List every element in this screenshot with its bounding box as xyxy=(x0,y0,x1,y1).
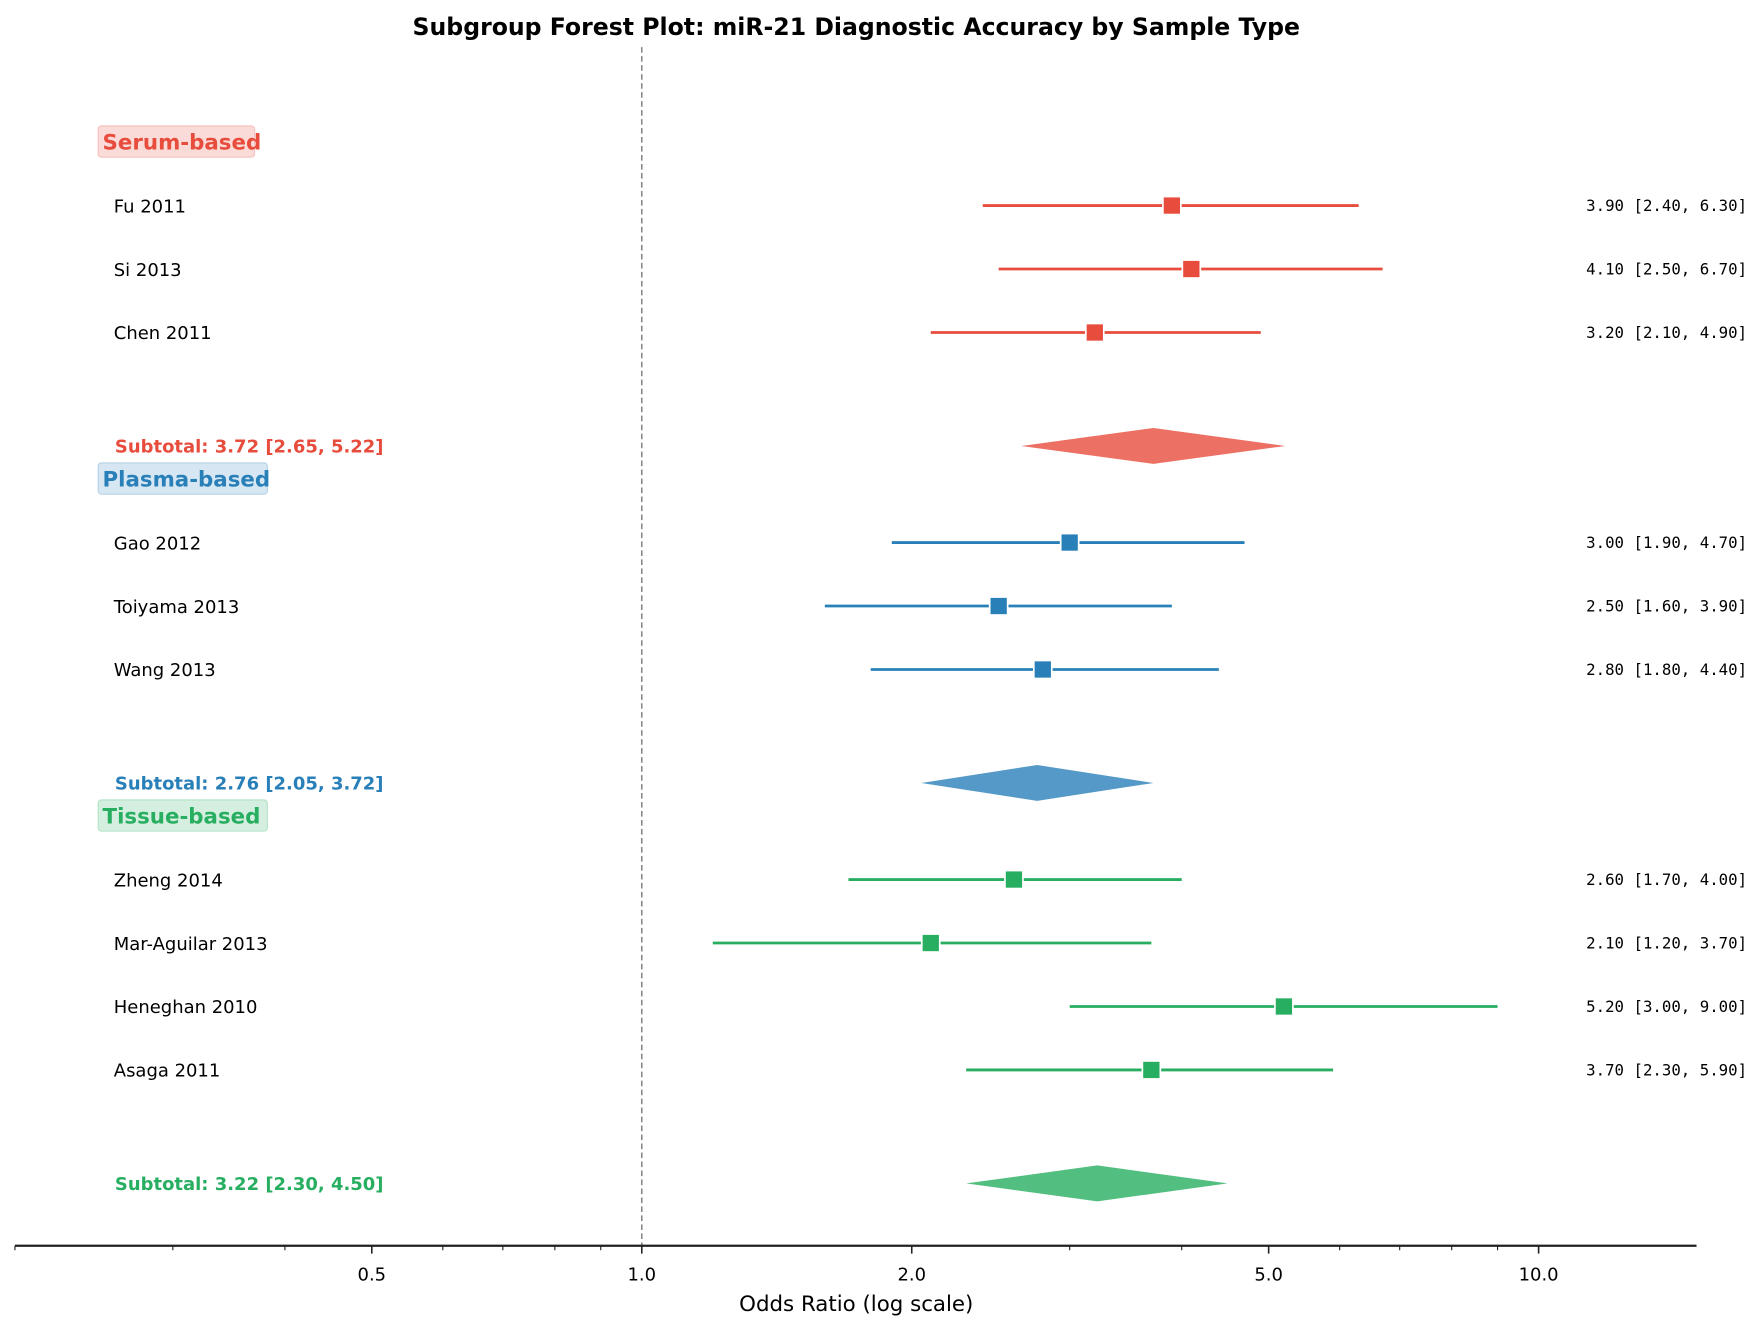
x-tick-label: 1.0 xyxy=(627,1265,656,1286)
x-tick-label: 10.0 xyxy=(1519,1265,1559,1286)
study-row: Heneghan 2010 5.20 [3.00, 9.00] xyxy=(114,996,1747,1018)
group-plasma-based: Plasma-based Gao 2012 3.00 [1.90, 4.70] Toi… xyxy=(97,462,1747,801)
study-label: Gao 2012 xyxy=(114,533,201,554)
effect-size-text: 3.70 [2.30, 5.90] xyxy=(1586,1061,1747,1080)
effect-size-text: 2.10 [1.20, 3.70] xyxy=(1586,934,1747,953)
study-row: Toiyama 2013 2.50 [1.60, 3.90] xyxy=(113,596,1747,618)
x-axis-label: Odds Ratio (log scale) xyxy=(739,1292,973,1317)
group-serum-based: Serum-based Fu 2011 3.90 [2.40, 6.30] Si 20… xyxy=(97,125,1747,464)
study-label: Mar-Aguilar 2013 xyxy=(114,934,268,955)
effect-size-text: 2.80 [1.80, 4.40] xyxy=(1586,660,1747,679)
x-tick-label: 5.0 xyxy=(1254,1265,1283,1286)
group-header-box xyxy=(97,799,269,832)
study-label: Heneghan 2010 xyxy=(114,997,258,1018)
study-row: Chen 2011 3.20 [2.10, 4.90] xyxy=(114,322,1747,344)
study-row: Asaga 2011 3.70 [2.30, 5.90] xyxy=(114,1060,1747,1082)
effect-size-text: 3.00 [1.90, 4.70] xyxy=(1586,533,1747,552)
point-estimate-marker xyxy=(1059,532,1080,553)
study-row: Si 2013 4.10 [2.50, 6.70] xyxy=(114,259,1747,281)
study-label: Wang 2013 xyxy=(114,660,216,681)
point-estimate-marker xyxy=(1162,195,1182,216)
point-estimate-marker xyxy=(1032,659,1053,680)
chart-title: Subgroup Forest Plot: miR-21 Diagnostic … xyxy=(413,13,1300,41)
subtotal-label: Subtotal: 3.22 [2.30, 4.50] xyxy=(115,1174,384,1195)
subtotal-label: Subtotal: 2.76 [2.05, 3.72] xyxy=(115,774,384,795)
point-estimate-marker xyxy=(1004,869,1024,890)
subtotal-diamond xyxy=(966,1165,1228,1202)
point-estimate-marker xyxy=(920,933,941,953)
study-row: Gao 2012 3.00 [1.90, 4.70] xyxy=(114,532,1747,554)
point-estimate-marker xyxy=(1274,996,1294,1017)
group-header: Serum-based xyxy=(103,130,262,155)
study-row: Mar-Aguilar 2013 2.10 [1.20, 3.70] xyxy=(114,933,1747,955)
effect-size-text: 3.20 [2.10, 4.90] xyxy=(1586,323,1747,342)
effect-size-text: 2.60 [1.70, 4.00] xyxy=(1586,870,1747,889)
study-label: Zheng 2014 xyxy=(114,870,223,891)
group-header-box xyxy=(97,462,269,495)
effect-size-text: 5.20 [3.00, 9.00] xyxy=(1586,997,1747,1016)
x-tick-label: 0.5 xyxy=(358,1265,387,1286)
subtotal-label: Subtotal: 3.72 [2.65, 5.22] xyxy=(115,437,384,458)
study-row: Zheng 2014 2.60 [1.70, 4.00] xyxy=(114,869,1747,891)
study-row: Wang 2013 2.80 [1.80, 4.40] xyxy=(114,659,1747,681)
study-label: Toiyama 2013 xyxy=(113,597,240,618)
effect-size-text: 3.90 [2.40, 6.30] xyxy=(1586,196,1747,215)
study-label: Fu 2011 xyxy=(114,196,186,217)
x-axis: 0.5 1.0 2.0 5.0 10.0 xyxy=(14,1244,1697,1286)
group-header-box xyxy=(97,125,256,158)
group-header: Plasma-based xyxy=(103,467,271,492)
subtotal-diamond xyxy=(921,764,1154,801)
subtotal-diamond xyxy=(1021,427,1286,464)
x-tick-label: 2.0 xyxy=(897,1265,926,1286)
study-label: Si 2013 xyxy=(114,260,182,281)
point-estimate-marker xyxy=(1181,259,1202,279)
study-label: Asaga 2011 xyxy=(114,1061,221,1082)
point-estimate-marker xyxy=(988,596,1009,616)
group-header: Tissue-based xyxy=(103,804,261,829)
effect-size-text: 4.10 [2.50, 6.70] xyxy=(1586,260,1747,279)
study-label: Chen 2011 xyxy=(114,323,212,344)
point-estimate-marker xyxy=(1141,1060,1162,1080)
point-estimate-marker xyxy=(1084,322,1105,343)
effect-size-text: 2.50 [1.60, 3.90] xyxy=(1586,597,1747,616)
study-row: Fu 2011 3.90 [2.40, 6.30] xyxy=(114,195,1747,217)
group-tissue-based: Tissue-based Zheng 2014 2.60 [1.70, 4.00] M… xyxy=(97,799,1747,1202)
